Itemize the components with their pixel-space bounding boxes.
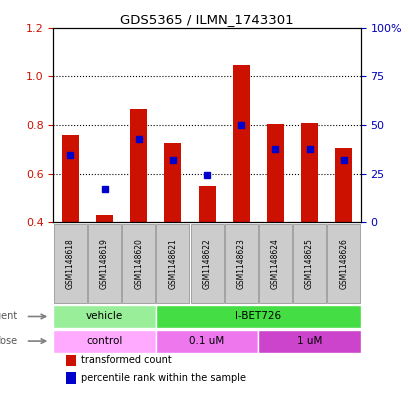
Text: GSM1148623: GSM1148623 bbox=[236, 238, 245, 288]
Text: GSM1148621: GSM1148621 bbox=[168, 238, 177, 288]
Text: 1 uM: 1 uM bbox=[296, 336, 321, 346]
FancyBboxPatch shape bbox=[122, 224, 155, 303]
FancyBboxPatch shape bbox=[155, 329, 258, 353]
Text: I-BET726: I-BET726 bbox=[235, 312, 281, 321]
Bar bbox=[130, 109, 147, 222]
FancyBboxPatch shape bbox=[54, 224, 87, 303]
Bar bbox=[96, 215, 113, 222]
FancyBboxPatch shape bbox=[224, 224, 257, 303]
Bar bbox=[232, 65, 249, 222]
FancyBboxPatch shape bbox=[88, 224, 121, 303]
FancyBboxPatch shape bbox=[190, 224, 223, 303]
FancyBboxPatch shape bbox=[156, 224, 189, 303]
Text: GSM1148618: GSM1148618 bbox=[66, 238, 75, 288]
FancyBboxPatch shape bbox=[53, 329, 155, 353]
Text: dose: dose bbox=[0, 336, 18, 346]
Bar bbox=[266, 124, 283, 222]
Bar bbox=[198, 186, 215, 222]
Text: percentile rank within the sample: percentile rank within the sample bbox=[81, 373, 245, 383]
Text: GSM1148626: GSM1148626 bbox=[338, 238, 347, 288]
Bar bbox=[300, 123, 317, 222]
FancyBboxPatch shape bbox=[292, 224, 325, 303]
Text: 0.1 uM: 0.1 uM bbox=[189, 336, 224, 346]
Text: agent: agent bbox=[0, 312, 18, 321]
Bar bbox=[164, 143, 181, 222]
FancyBboxPatch shape bbox=[258, 224, 291, 303]
FancyBboxPatch shape bbox=[53, 305, 155, 328]
Text: GSM1148624: GSM1148624 bbox=[270, 238, 279, 288]
FancyBboxPatch shape bbox=[326, 224, 360, 303]
Text: GSM1148619: GSM1148619 bbox=[100, 238, 109, 288]
Title: GDS5365 / ILMN_1743301: GDS5365 / ILMN_1743301 bbox=[120, 13, 293, 26]
Text: control: control bbox=[86, 336, 122, 346]
Text: GSM1148622: GSM1148622 bbox=[202, 238, 211, 288]
FancyBboxPatch shape bbox=[155, 305, 360, 328]
Bar bbox=[65, 372, 76, 384]
Text: GSM1148620: GSM1148620 bbox=[134, 238, 143, 288]
FancyBboxPatch shape bbox=[258, 329, 360, 353]
Text: vehicle: vehicle bbox=[86, 312, 123, 321]
Bar bbox=[62, 134, 79, 222]
Bar bbox=[65, 354, 76, 366]
Text: GSM1148625: GSM1148625 bbox=[304, 238, 313, 288]
Bar bbox=[334, 148, 351, 222]
Text: transformed count: transformed count bbox=[81, 355, 171, 365]
